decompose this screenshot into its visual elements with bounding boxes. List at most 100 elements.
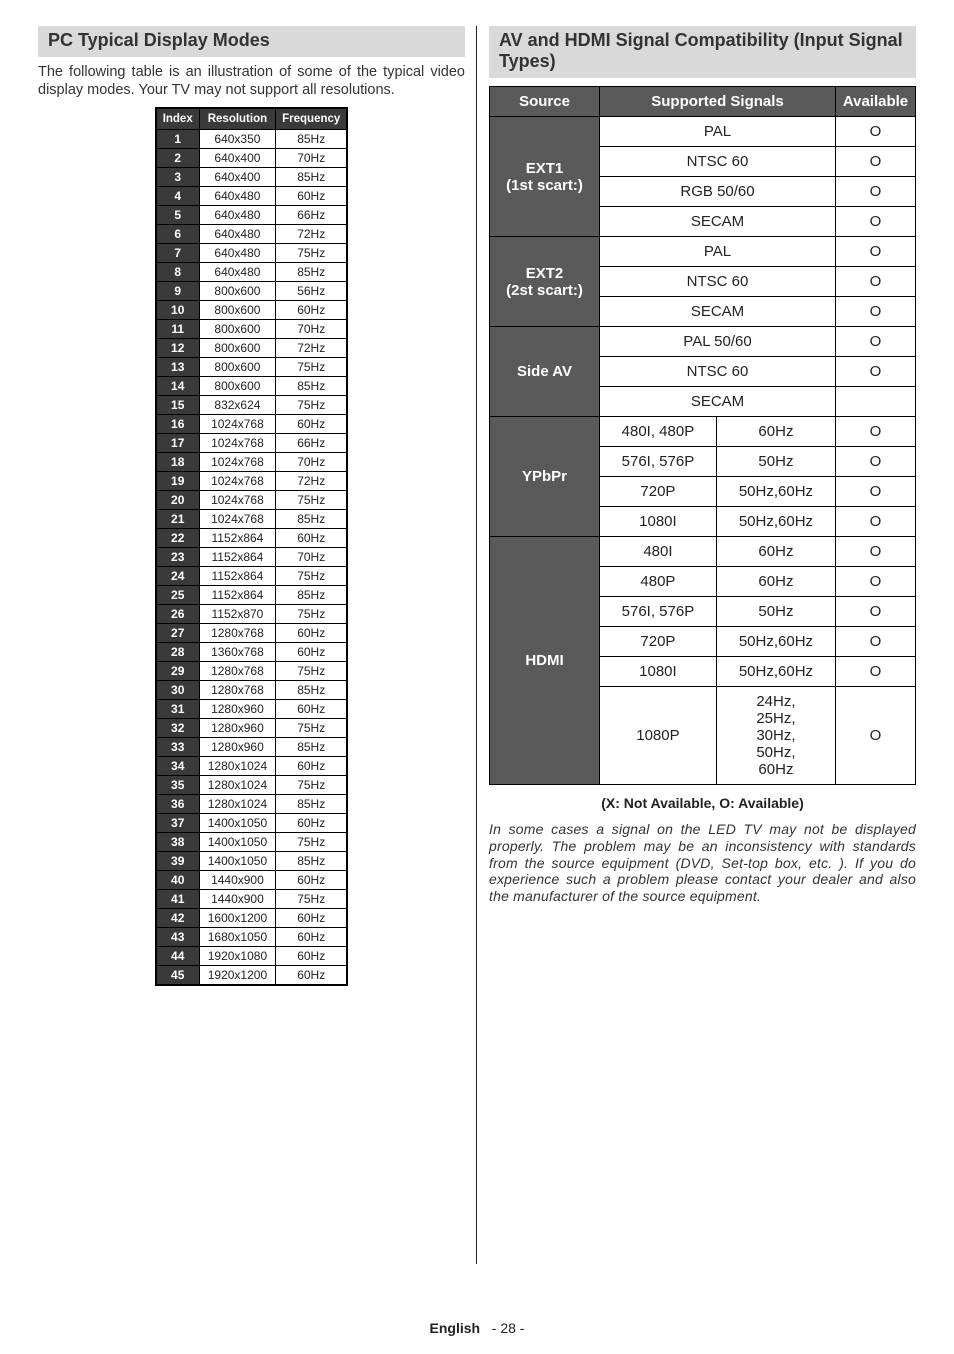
cell-frequency: 66Hz (276, 206, 348, 225)
cell-resolution: 1280x960 (199, 719, 275, 738)
cell-frequency: 85Hz (276, 738, 348, 757)
cell-frequency: 70Hz (276, 320, 348, 339)
cell-frequency: 60Hz (276, 700, 348, 719)
cell-frequency: 85Hz (276, 130, 348, 149)
cell-source: YPbPr (490, 417, 600, 537)
cell-frequency: 85Hz (276, 377, 348, 396)
cell-resolution: 1024x768 (199, 434, 275, 453)
cell-index: 31 (156, 700, 200, 719)
cell-index: 24 (156, 567, 200, 586)
table-row: 291280x76875Hz (156, 662, 348, 681)
cell-signal-right: 60Hz (716, 417, 835, 447)
cell-resolution: 1280x768 (199, 681, 275, 700)
cell-available: O (836, 567, 916, 597)
pc-modes-table: Index Resolution Frequency 1640x35085Hz2… (155, 107, 349, 986)
cell-index: 30 (156, 681, 200, 700)
pc-modes-intro: The following table is an illustration o… (38, 63, 465, 99)
table-row: 241152x86475Hz (156, 567, 348, 586)
cell-frequency: 75Hz (276, 605, 348, 624)
cell-index: 41 (156, 890, 200, 909)
col-supported: Supported Signals (600, 87, 836, 117)
table-row: 251152x86485Hz (156, 586, 348, 605)
cell-resolution: 640x480 (199, 225, 275, 244)
table-row: 451920x120060Hz (156, 966, 348, 986)
cell-frequency: 75Hz (276, 491, 348, 510)
cell-frequency: 60Hz (276, 947, 348, 966)
cell-index: 36 (156, 795, 200, 814)
cell-frequency: 85Hz (276, 510, 348, 529)
cell-index: 37 (156, 814, 200, 833)
cell-resolution: 800x600 (199, 282, 275, 301)
table-row: 391400x105085Hz (156, 852, 348, 871)
cell-resolution: 800x600 (199, 301, 275, 320)
cell-frequency: 75Hz (276, 567, 348, 586)
cell-resolution: 1440x900 (199, 890, 275, 909)
cell-resolution: 640x480 (199, 263, 275, 282)
cell-frequency: 75Hz (276, 890, 348, 909)
cell-resolution: 1920x1200 (199, 966, 275, 986)
cell-index: 27 (156, 624, 200, 643)
cell-available: O (836, 177, 916, 207)
cell-frequency: 75Hz (276, 396, 348, 415)
cell-signal: PAL (600, 117, 836, 147)
signal-note: In some cases a signal on the LED TV may… (489, 821, 916, 905)
cell-resolution: 640x350 (199, 130, 275, 149)
cell-signal-right: 60Hz (716, 567, 835, 597)
table-row: 4640x48060Hz (156, 187, 348, 206)
col-frequency: Frequency (276, 108, 348, 130)
cell-frequency: 70Hz (276, 453, 348, 472)
cell-frequency: 60Hz (276, 415, 348, 434)
cell-signal: SECAM (600, 207, 836, 237)
table-row: 421600x120060Hz (156, 909, 348, 928)
cell-signal-right: 50Hz,60Hz (716, 477, 835, 507)
cell-index: 44 (156, 947, 200, 966)
cell-index: 26 (156, 605, 200, 624)
cell-frequency: 75Hz (276, 662, 348, 681)
cell-available: O (836, 297, 916, 327)
cell-resolution: 1600x1200 (199, 909, 275, 928)
cell-signal-right: 24Hz,25Hz,30Hz,50Hz,60Hz (716, 687, 835, 785)
table-row: 2640x40070Hz (156, 149, 348, 168)
cell-resolution: 1280x960 (199, 700, 275, 719)
cell-frequency: 85Hz (276, 168, 348, 187)
cell-index: 35 (156, 776, 200, 795)
cell-frequency: 85Hz (276, 852, 348, 871)
cell-available: O (836, 597, 916, 627)
cell-resolution: 1152x864 (199, 529, 275, 548)
cell-available: O (836, 537, 916, 567)
cell-available: O (836, 417, 916, 447)
cell-available: O (836, 687, 916, 785)
cell-available: O (836, 267, 916, 297)
cell-available: O (836, 117, 916, 147)
cell-index: 7 (156, 244, 200, 263)
cell-available: O (836, 447, 916, 477)
cell-resolution: 1400x1050 (199, 852, 275, 871)
cell-resolution: 1152x864 (199, 548, 275, 567)
table-row: 301280x76885Hz (156, 681, 348, 700)
cell-signal-right: 60Hz (716, 537, 835, 567)
cell-signal: RGB 50/60 (600, 177, 836, 207)
table-row: 261152x87075Hz (156, 605, 348, 624)
cell-index: 4 (156, 187, 200, 206)
col-index: Index (156, 108, 200, 130)
table-row: 351280x102475Hz (156, 776, 348, 795)
cell-index: 16 (156, 415, 200, 434)
cell-frequency: 60Hz (276, 757, 348, 776)
cell-resolution: 1280x1024 (199, 795, 275, 814)
cell-signal-right: 50Hz,60Hz (716, 657, 835, 687)
table-row: Side AVPAL 50/60O (490, 327, 916, 357)
cell-resolution: 1280x768 (199, 624, 275, 643)
cell-index: 28 (156, 643, 200, 662)
table-row: 341280x102460Hz (156, 757, 348, 776)
cell-resolution: 1280x768 (199, 662, 275, 681)
cell-frequency: 85Hz (276, 795, 348, 814)
cell-source: HDMI (490, 537, 600, 785)
cell-frequency: 75Hz (276, 244, 348, 263)
cell-index: 20 (156, 491, 200, 510)
table-row: 441920x108060Hz (156, 947, 348, 966)
cell-resolution: 640x480 (199, 244, 275, 263)
cell-index: 38 (156, 833, 200, 852)
cell-frequency: 85Hz (276, 263, 348, 282)
pc-modes-header: PC Typical Display Modes (38, 26, 465, 57)
table-row: 10800x60060Hz (156, 301, 348, 320)
